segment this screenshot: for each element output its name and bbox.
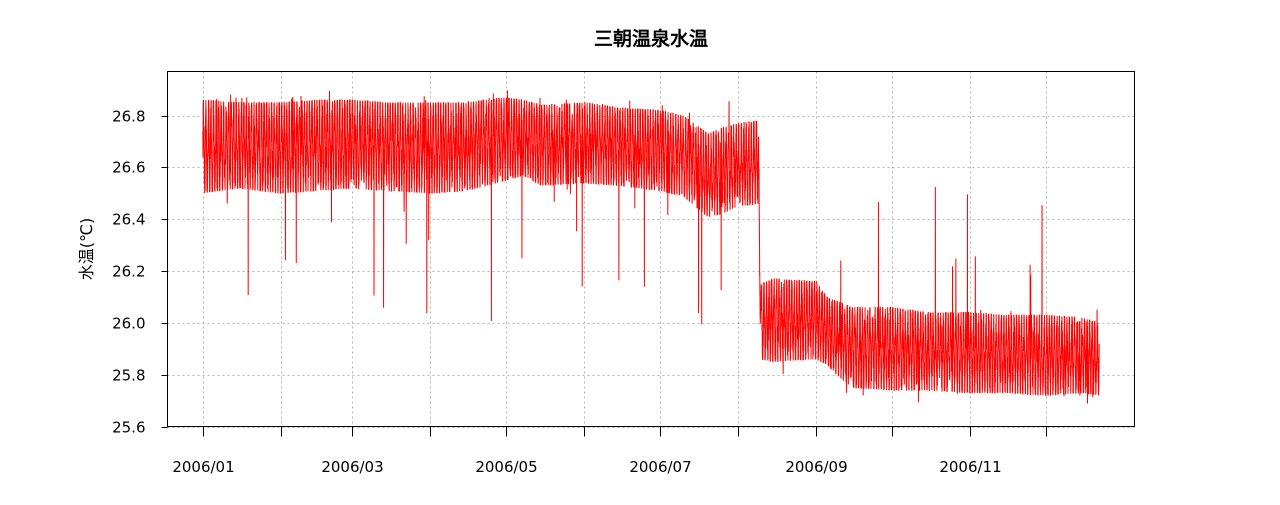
data-layer [202, 90, 1100, 404]
y-tick-label: 26.8 [112, 108, 145, 126]
y-tick-label: 25.6 [112, 419, 145, 437]
x-tick-label: 2006/05 [475, 458, 537, 476]
x-tick-label: 2006/03 [321, 458, 383, 476]
temperature-series-line [202, 90, 1100, 404]
x-tick-label: 2006/01 [172, 458, 234, 476]
chart-title: 三朝温泉水温 [594, 27, 708, 50]
axis-layer: 25.6 25.8 26.0 26.2 26.4 26.6 26.8 2006/01 2006/… [112, 108, 1047, 476]
x-tick-label: 2006/07 [629, 458, 691, 476]
plot-frame [167, 71, 1135, 427]
x-tick-label: 2006/11 [939, 458, 1001, 476]
y-tick-label: 26.4 [112, 211, 145, 229]
y-tick-label: 26.0 [112, 315, 145, 333]
y-axis-label: 水温(℃) [77, 218, 96, 280]
y-tick-label: 25.8 [112, 367, 145, 385]
x-tick-label: 2006/09 [785, 458, 847, 476]
y-tick-label: 26.6 [112, 159, 145, 177]
y-tick-label: 26.2 [112, 263, 145, 281]
